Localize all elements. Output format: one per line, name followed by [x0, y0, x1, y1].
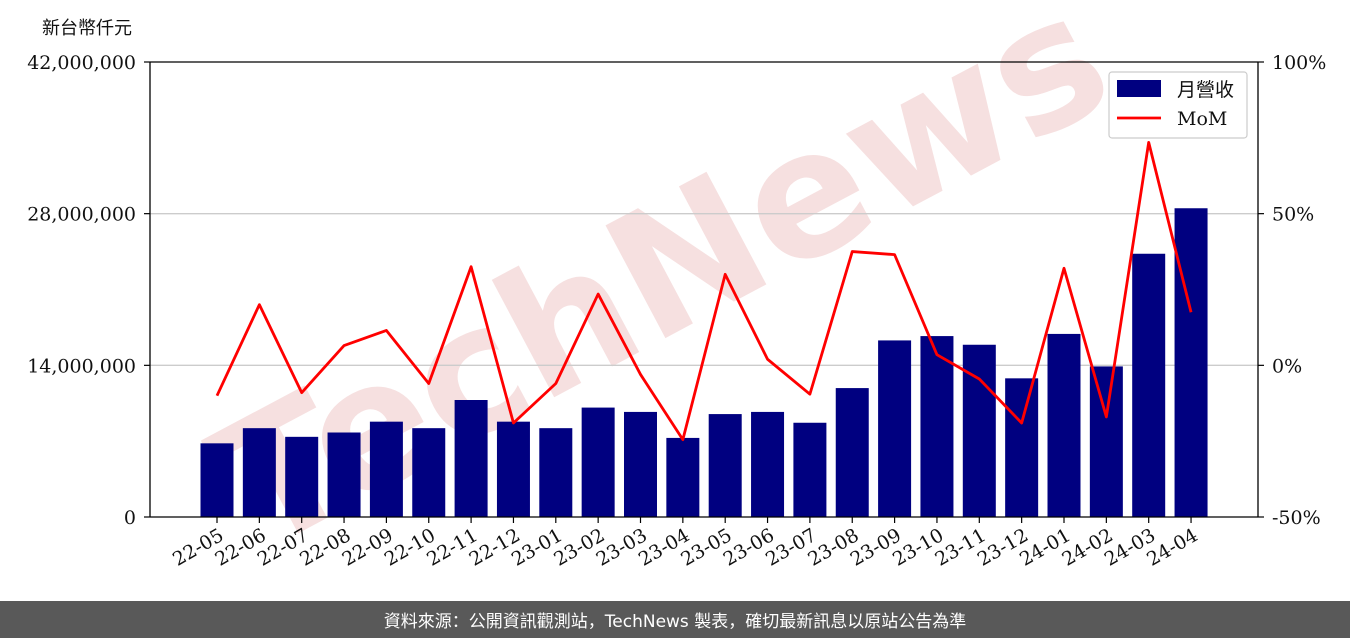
bar-series	[200, 208, 1208, 517]
legend-swatch-bar	[1117, 80, 1161, 97]
bar-23-12	[1005, 378, 1039, 517]
legend-label-revenue: 月營收	[1177, 79, 1234, 101]
bar-23-09	[878, 340, 912, 517]
bar-23-03	[624, 411, 657, 517]
bar-23-04	[666, 437, 700, 517]
right-tick-label: 0%	[1272, 355, 1302, 377]
legend-label-mom: MoM	[1177, 108, 1227, 130]
bar-23-01	[539, 428, 573, 517]
left-tick-label: 42,000,000	[27, 52, 136, 74]
bar-22-11	[454, 400, 488, 517]
bar-22-09	[369, 421, 403, 517]
bar-22-05	[200, 443, 234, 517]
bar-23-07	[793, 422, 827, 517]
mom-line	[215, 140, 1193, 442]
bar-22-12	[496, 421, 530, 517]
bar-23-08	[835, 388, 869, 517]
y-axis-unit-label: 新台幣仟元	[42, 18, 132, 39]
bar-23-06	[751, 411, 785, 517]
bar-23-10	[920, 336, 954, 517]
left-tick-label: 0	[124, 507, 136, 529]
bar-23-05	[708, 414, 742, 517]
left-tick-label: 28,000,000	[27, 204, 136, 226]
bar-22-07	[285, 436, 319, 517]
bar-23-02	[581, 407, 615, 517]
legend: 月營收 MoM	[1108, 71, 1248, 139]
bar-24-02	[1089, 366, 1123, 517]
source-footer: 資料來源：公開資訊觀測站，TechNews 製表，確切最新訊息以原站公告為準	[0, 601, 1350, 638]
bar-24-03	[1132, 253, 1166, 517]
bar-24-04	[1174, 208, 1208, 517]
bar-22-10	[412, 428, 446, 517]
chart-svg: TechNews 014,000,00028,000,00042,000,000…	[27, 0, 1326, 591]
mom-line-series	[215, 140, 1193, 442]
axes	[144, 61, 1264, 523]
bar-23-11	[962, 344, 996, 517]
right-tick-label: 100%	[1272, 52, 1326, 74]
bar-22-06	[242, 428, 276, 517]
bar-24-01	[1047, 333, 1081, 517]
right-tick-label: -50%	[1272, 507, 1321, 529]
bar-22-08	[327, 432, 361, 517]
right-tick-label: 50%	[1272, 204, 1314, 226]
left-tick-label: 14,000,000	[27, 355, 136, 377]
